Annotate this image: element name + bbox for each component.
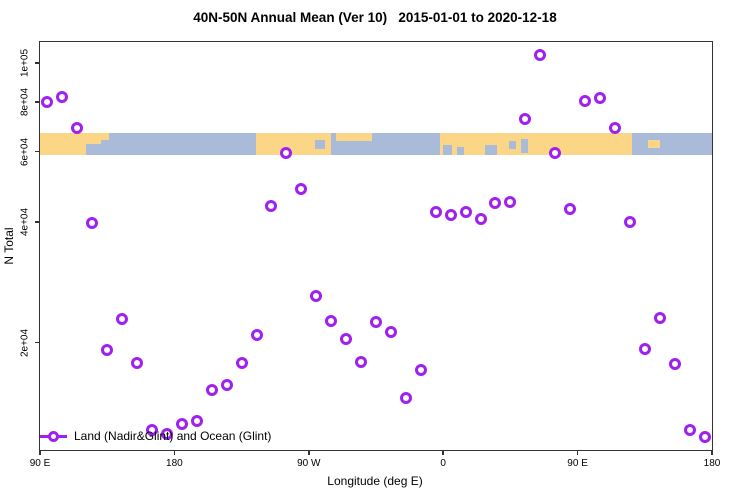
data-point: [71, 121, 84, 134]
legend-marker-icon: [40, 430, 67, 442]
data-point: [564, 202, 577, 215]
map-land-segment: [255, 133, 332, 155]
x-tick-label: 180: [166, 458, 183, 469]
x-tick-label: 0: [440, 458, 446, 469]
data-point: [698, 431, 711, 444]
map-land-patch: [335, 133, 372, 142]
legend: Land (Nadir&Glint) and Ocean (Glint): [40, 429, 271, 443]
data-point: [608, 121, 621, 134]
data-point: [325, 314, 338, 327]
x-tick: [711, 450, 713, 455]
data-point: [101, 343, 114, 356]
data-point: [429, 206, 442, 219]
x-axis-label: Longitude (deg E): [327, 474, 423, 488]
data-point: [579, 94, 592, 107]
data-point: [146, 423, 158, 436]
legend-label: Land (Nadir&Glint) and Ocean (Glint): [74, 429, 272, 443]
map-ocean-patch: [520, 138, 529, 153]
x-tick: [442, 450, 444, 455]
y-tick: [35, 62, 40, 64]
data-point: [534, 49, 547, 62]
data-point: [205, 384, 218, 397]
map-band: [40, 133, 712, 155]
y-axis-label: N Total: [2, 227, 16, 265]
x-tick-label: 180: [703, 458, 721, 469]
x-tick-label: 90 W: [297, 458, 321, 469]
map-ocean-patch: [485, 145, 497, 155]
data-point: [280, 146, 293, 159]
map-ocean-patch: [314, 139, 326, 150]
x-tick: [308, 450, 310, 455]
x-tick: [173, 450, 176, 455]
data-point: [340, 333, 353, 346]
data-point: [235, 356, 248, 369]
data-point: [41, 95, 54, 108]
data-point: [414, 363, 427, 376]
map-ocean-patch: [456, 147, 465, 155]
data-point: [56, 91, 69, 104]
data-point: [86, 217, 99, 230]
data-point: [489, 196, 502, 209]
data-point: [160, 428, 173, 441]
x-tick-label: 90 E: [567, 458, 588, 469]
y-tick: [35, 341, 40, 344]
data-point: [190, 415, 203, 428]
data-point: [594, 91, 606, 104]
map-land-patch: [647, 139, 660, 149]
y-tick: [35, 150, 40, 153]
data-point: [623, 216, 636, 229]
map-land-segment: [40, 133, 102, 155]
data-point: [683, 423, 696, 436]
data-point: [116, 313, 129, 326]
data-point: [474, 213, 487, 226]
data-point: [265, 200, 278, 212]
y-tick-label: 6e+04: [19, 137, 31, 166]
map-ocean-patch: [508, 140, 517, 150]
legend-circle-icon: [48, 431, 59, 442]
data-point: [549, 146, 562, 159]
data-point: [175, 418, 188, 431]
map-ocean-patch: [443, 145, 453, 155]
plot-area: 90 E 180 90 W 0 90 E 180 1e+05 8e+04 6e+04 4e+04 2…: [20, 41, 720, 469]
x-tick: [576, 450, 579, 455]
x-tick: [39, 450, 41, 455]
data-point: [399, 392, 412, 405]
data-point: [220, 378, 233, 391]
y-tick: [35, 101, 40, 103]
map-ocean-patch: [86, 144, 102, 155]
y-tick-label: 4e+04: [19, 208, 31, 237]
map-land-patch: [101, 133, 109, 140]
y-tick: [35, 221, 40, 223]
y-tick-label: 2e+04: [19, 328, 31, 357]
x-tick-label: 90 E: [29, 458, 51, 469]
y-tick-label: 8e+04: [19, 87, 31, 116]
data-point: [370, 316, 382, 329]
data-point: [384, 325, 397, 338]
data-point: [504, 196, 517, 209]
data-point: [355, 355, 368, 368]
data-point: [250, 328, 263, 341]
data-point: [310, 289, 323, 302]
data-point: [668, 357, 681, 370]
data-point: [444, 208, 457, 221]
y-tick-label: 1e+05: [19, 48, 31, 78]
chart-title: 40N-50N Annual Mean (Ver 10) 2015-01-01 …: [193, 10, 557, 25]
data-point: [295, 183, 308, 196]
map-land-segment: [440, 133, 633, 155]
data-point: [459, 206, 472, 219]
data-point: [638, 342, 651, 355]
data-point: [653, 312, 666, 325]
data-point: [131, 356, 144, 369]
data-point: [519, 113, 532, 126]
